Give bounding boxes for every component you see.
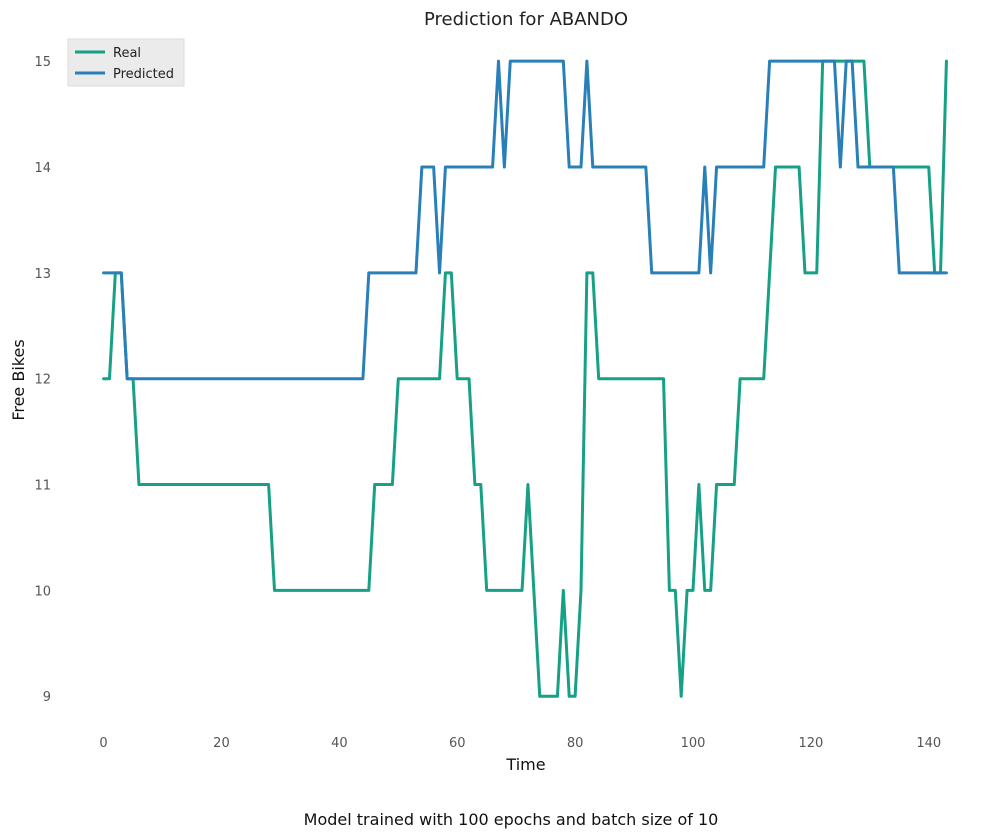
y-tick-label: 11: [34, 479, 51, 494]
legend-label-real: Real: [113, 46, 141, 61]
y-axis-ticks: 9 10 11 12 13 14 15: [34, 55, 51, 705]
y-tick-label: 12: [34, 373, 51, 388]
x-axis-ticks: 0 20 40 60 80 100 120 140: [99, 736, 941, 751]
chart-title: Prediction for ABANDO: [424, 9, 628, 30]
x-tick-label: 60: [449, 736, 466, 751]
series-layer: [102, 59, 948, 698]
x-tick-label: 0: [99, 736, 107, 751]
chart-caption: Model trained with 100 epochs and batch …: [304, 810, 719, 829]
legend-label-predicted: Predicted: [113, 67, 174, 82]
x-tick-label: 80: [567, 736, 584, 751]
series-line-real: [102, 59, 948, 698]
y-axis-label: Free Bikes: [9, 339, 28, 420]
x-tick-label: 20: [213, 736, 230, 751]
legend-box: [67, 38, 185, 87]
y-tick-label: 14: [34, 161, 51, 176]
x-tick-label: 40: [331, 736, 348, 751]
series-line-predicted: [102, 59, 948, 381]
legend: Real Predicted: [67, 38, 185, 87]
y-tick-label: 9: [43, 690, 51, 705]
y-tick-label: 15: [34, 55, 51, 70]
x-tick-label: 140: [916, 736, 941, 751]
x-tick-label: 100: [681, 736, 706, 751]
y-tick-label: 13: [34, 267, 51, 282]
y-tick-label: 10: [34, 584, 51, 599]
x-tick-label: 120: [798, 736, 823, 751]
x-axis-label: Time: [505, 755, 545, 774]
